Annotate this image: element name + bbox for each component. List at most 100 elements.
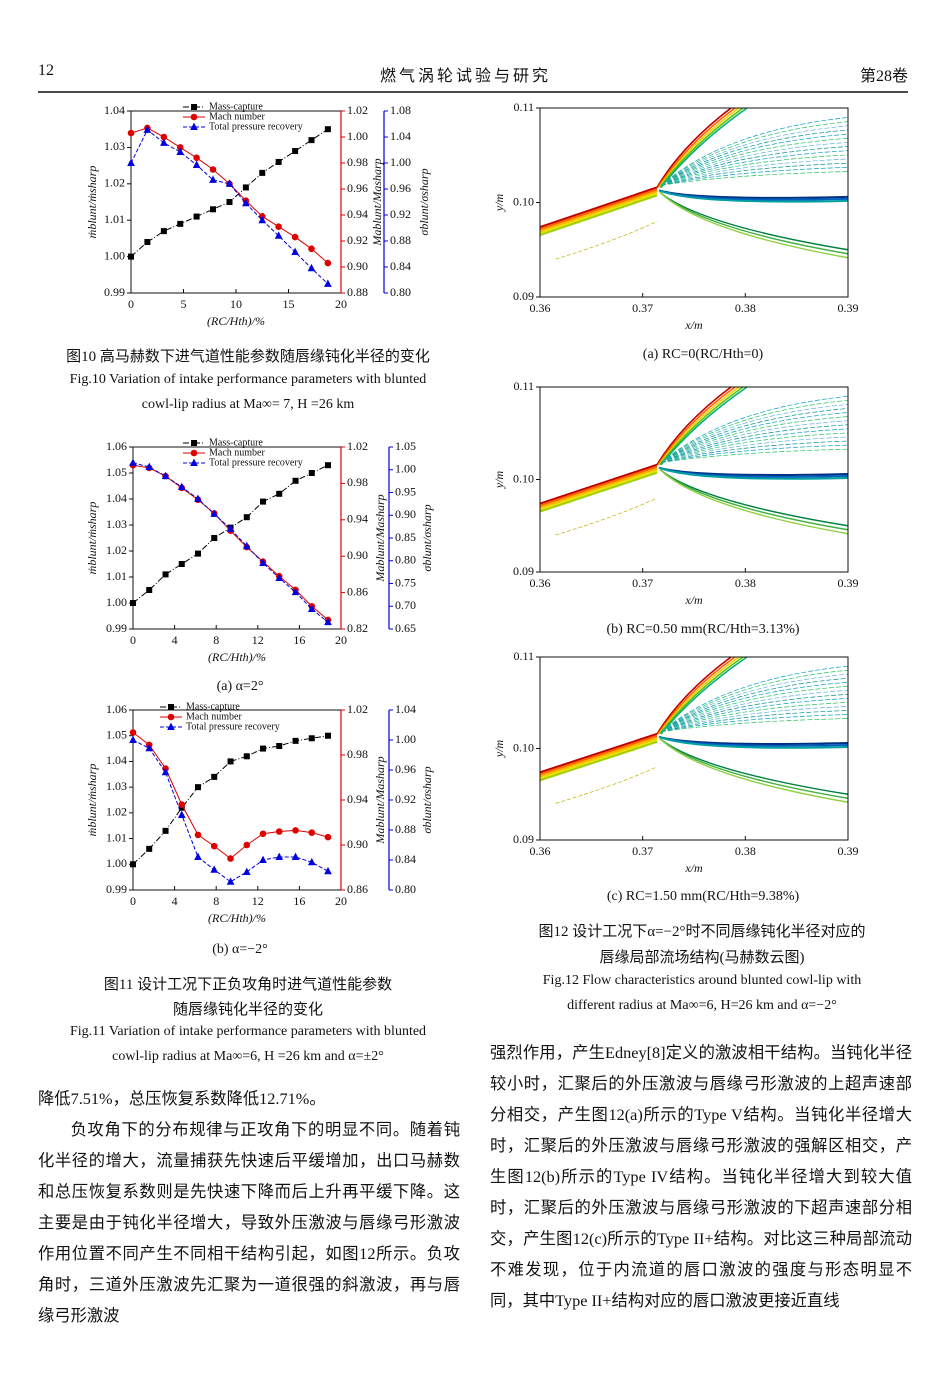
marker — [291, 233, 299, 241]
marker — [178, 561, 185, 567]
y3-tick-label: 0.96 — [390, 181, 411, 195]
marker — [176, 147, 185, 155]
contour-line — [660, 669, 849, 733]
marker — [167, 713, 175, 721]
marker — [168, 704, 174, 710]
contour-line — [660, 444, 849, 464]
y2-tick-label: 0.86 — [347, 584, 368, 598]
contour-line — [539, 192, 658, 235]
marker — [145, 462, 154, 471]
marker — [194, 831, 202, 839]
y-tick-label: 1.00 — [106, 856, 127, 870]
marker — [291, 587, 300, 596]
series-line — [132, 462, 329, 623]
x-tick-label: 0.36 — [530, 576, 551, 590]
contour-line — [660, 416, 849, 464]
y2-tick-label: 0.90 — [347, 548, 368, 562]
contour-line — [539, 186, 658, 229]
y-tick-label: 0.10 — [513, 194, 534, 208]
contour-line — [539, 465, 658, 507]
contour-line — [539, 188, 658, 231]
caption: Fig.12 Flow characteristics around blunt… — [542, 973, 862, 988]
contour-line — [539, 734, 658, 776]
contour-line — [657, 656, 736, 735]
marker — [210, 865, 219, 873]
y3-tick-label: 1.04 — [395, 702, 416, 716]
contour-image — [539, 386, 849, 536]
y2-tick-label: 0.94 — [347, 512, 368, 526]
marker — [161, 471, 170, 480]
contour-line — [660, 171, 849, 186]
marker — [162, 571, 169, 578]
marker — [307, 857, 316, 866]
y3-tick-label: 0.80 — [395, 882, 416, 896]
contour-line — [660, 710, 849, 733]
marker — [162, 827, 169, 834]
marker — [194, 852, 202, 860]
marker — [324, 833, 332, 841]
y-tick-label: 0.99 — [106, 882, 127, 896]
y2-tick-label: 0.94 — [347, 792, 368, 806]
marker — [307, 263, 316, 272]
contour-image — [539, 107, 849, 260]
contour-line — [660, 424, 849, 464]
marker — [226, 524, 235, 532]
subcaption: (a) α=2° — [217, 679, 264, 694]
y2-tick-label: 1.02 — [347, 439, 368, 453]
y2-tick-label: 0.98 — [347, 747, 368, 761]
marker — [259, 169, 266, 176]
marker — [210, 842, 218, 850]
caption: cowl-lip radius at Ma∞= 7, H =26 km — [141, 397, 355, 412]
marker — [226, 199, 233, 205]
contour-line — [660, 142, 849, 186]
series-line — [132, 464, 329, 604]
contour-line — [660, 133, 849, 186]
marker — [276, 743, 283, 749]
x-tick-label: 0.38 — [735, 844, 756, 858]
y3-tick-label: 0.84 — [395, 852, 416, 866]
x-tick-label: 8 — [213, 894, 219, 908]
marker — [291, 852, 300, 860]
contour-line — [539, 738, 658, 780]
marker — [191, 440, 197, 446]
paragraph: 降低7.51%，总压恢复系数降低12.71%。 — [38, 1089, 326, 1108]
contour-line — [660, 698, 849, 733]
marker — [260, 745, 266, 752]
marker — [308, 137, 315, 144]
contour-line — [539, 740, 658, 782]
y2-tick-label: 0.96 — [347, 181, 368, 195]
contour-line — [660, 395, 849, 463]
caption: Fig.11 Variation of intake performance p… — [69, 1024, 427, 1039]
marker — [324, 279, 332, 287]
contour-line — [660, 718, 849, 733]
caption: 图11 设计工况下正负攻角时进气道性能参数 — [103, 977, 393, 993]
series-line — [130, 129, 329, 285]
marker — [259, 558, 267, 567]
contour-line — [660, 677, 849, 733]
contour-line — [660, 693, 849, 733]
marker — [275, 828, 283, 835]
legend-label: Total pressure recovery — [209, 457, 303, 468]
y3-tick-label: 0.92 — [390, 207, 411, 221]
y-tick-label: 1.00 — [104, 248, 125, 262]
marker — [308, 245, 315, 253]
marker — [195, 550, 201, 557]
marker — [243, 753, 250, 760]
series-line — [130, 127, 329, 264]
y-tick-label: 0.09 — [513, 564, 534, 578]
y2-axis-label: Mablunt/Masharp — [370, 158, 384, 246]
contour-line — [660, 150, 849, 186]
x-tick-label: 0 — [130, 894, 136, 908]
caption: 图10 高马赫数下进气道性能参数随唇缘钝化半径的变化 — [66, 349, 430, 365]
x-tick-label: 4 — [172, 633, 178, 647]
marker — [129, 458, 137, 466]
contour-line — [660, 656, 748, 735]
marker — [146, 587, 153, 593]
contour-line — [659, 738, 849, 803]
x-tick-label: 4 — [172, 894, 178, 908]
y2-tick-label: 0.86 — [347, 882, 368, 896]
marker — [178, 801, 186, 808]
y3-tick-label: 1.04 — [390, 129, 411, 143]
x-axis-label: x/m — [684, 593, 703, 607]
contour-image — [539, 656, 849, 804]
